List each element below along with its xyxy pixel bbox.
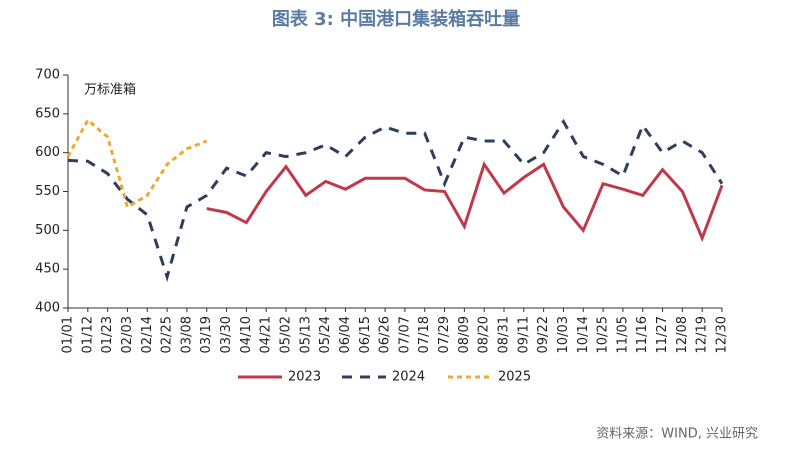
x-tick-label: 06/26 xyxy=(378,316,393,353)
legend-label: 2025 xyxy=(498,370,531,385)
x-tick-label: 03/30 xyxy=(219,316,234,353)
x-tick-label: 04/10 xyxy=(239,316,254,353)
x-tick-label: 02/03 xyxy=(120,316,135,353)
source: 资料来源：WIND, 兴业研究 xyxy=(596,427,758,442)
y-tick-label: 650 xyxy=(35,106,60,121)
x-tick-label: 06/15 xyxy=(358,316,373,353)
x-tick-label: 05/02 xyxy=(279,316,294,353)
x-tick-label: 09/11 xyxy=(516,316,531,353)
x-tick-label: 12/08 xyxy=(675,316,690,353)
series-line xyxy=(206,160,724,243)
x-tick-label: 09/22 xyxy=(536,316,551,353)
x-tick-label: 06/04 xyxy=(338,316,353,353)
y-tick-label: 550 xyxy=(35,184,60,199)
x-tick-label: 12/30 xyxy=(715,316,730,353)
y-tick-label: 400 xyxy=(35,301,60,316)
legend-label: 2024 xyxy=(392,370,425,385)
y-tick-label: 700 xyxy=(35,68,60,83)
x-tick-label: 03/19 xyxy=(199,316,214,353)
x-tick-label: 04/21 xyxy=(259,316,274,353)
x-tick-label: 11/16 xyxy=(635,316,650,353)
x-tick-label: 05/13 xyxy=(298,316,313,353)
x-tick-label: 08/31 xyxy=(497,316,512,353)
x-tick-label: 07/07 xyxy=(397,316,412,353)
x-tick-label: 01/12 xyxy=(80,316,95,353)
x-tick-label: 01/01 xyxy=(61,316,76,353)
x-tick-label: 12/19 xyxy=(695,316,710,353)
x-tick-label: 11/27 xyxy=(655,316,670,353)
x-tick-label: 10/25 xyxy=(596,316,611,353)
series-line xyxy=(67,118,724,283)
x-tick-label: 10/03 xyxy=(556,316,571,353)
chart-title: 图表 3: 中国港口集装箱吞吐量 xyxy=(272,8,520,30)
x-tick-label: 05/24 xyxy=(318,316,333,353)
y-axis-label: 万标准箱 xyxy=(84,82,136,98)
y-tick-label: 450 xyxy=(35,262,60,277)
x-tick-label: 01/23 xyxy=(100,316,115,353)
y-tick-label: 500 xyxy=(35,223,60,238)
x-tick-label: 08/20 xyxy=(477,316,492,353)
x-tick-label: 10/14 xyxy=(576,316,591,353)
x-tick-label: 07/18 xyxy=(417,316,432,353)
x-tick-label: 02/14 xyxy=(140,316,155,353)
x-tick-label: 07/29 xyxy=(437,316,452,353)
series-line xyxy=(66,117,208,210)
x-tick-label: 03/08 xyxy=(179,316,194,353)
y-tick-label: 600 xyxy=(35,145,60,160)
x-tick-label: 02/25 xyxy=(160,316,175,353)
legend-label: 2023 xyxy=(288,370,321,385)
x-tick-label: 08/09 xyxy=(457,316,472,353)
x-tick-label: 11/05 xyxy=(615,316,630,353)
